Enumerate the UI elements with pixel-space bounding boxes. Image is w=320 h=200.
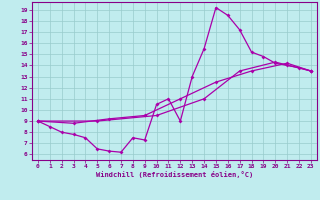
X-axis label: Windchill (Refroidissement éolien,°C): Windchill (Refroidissement éolien,°C) (96, 171, 253, 178)
